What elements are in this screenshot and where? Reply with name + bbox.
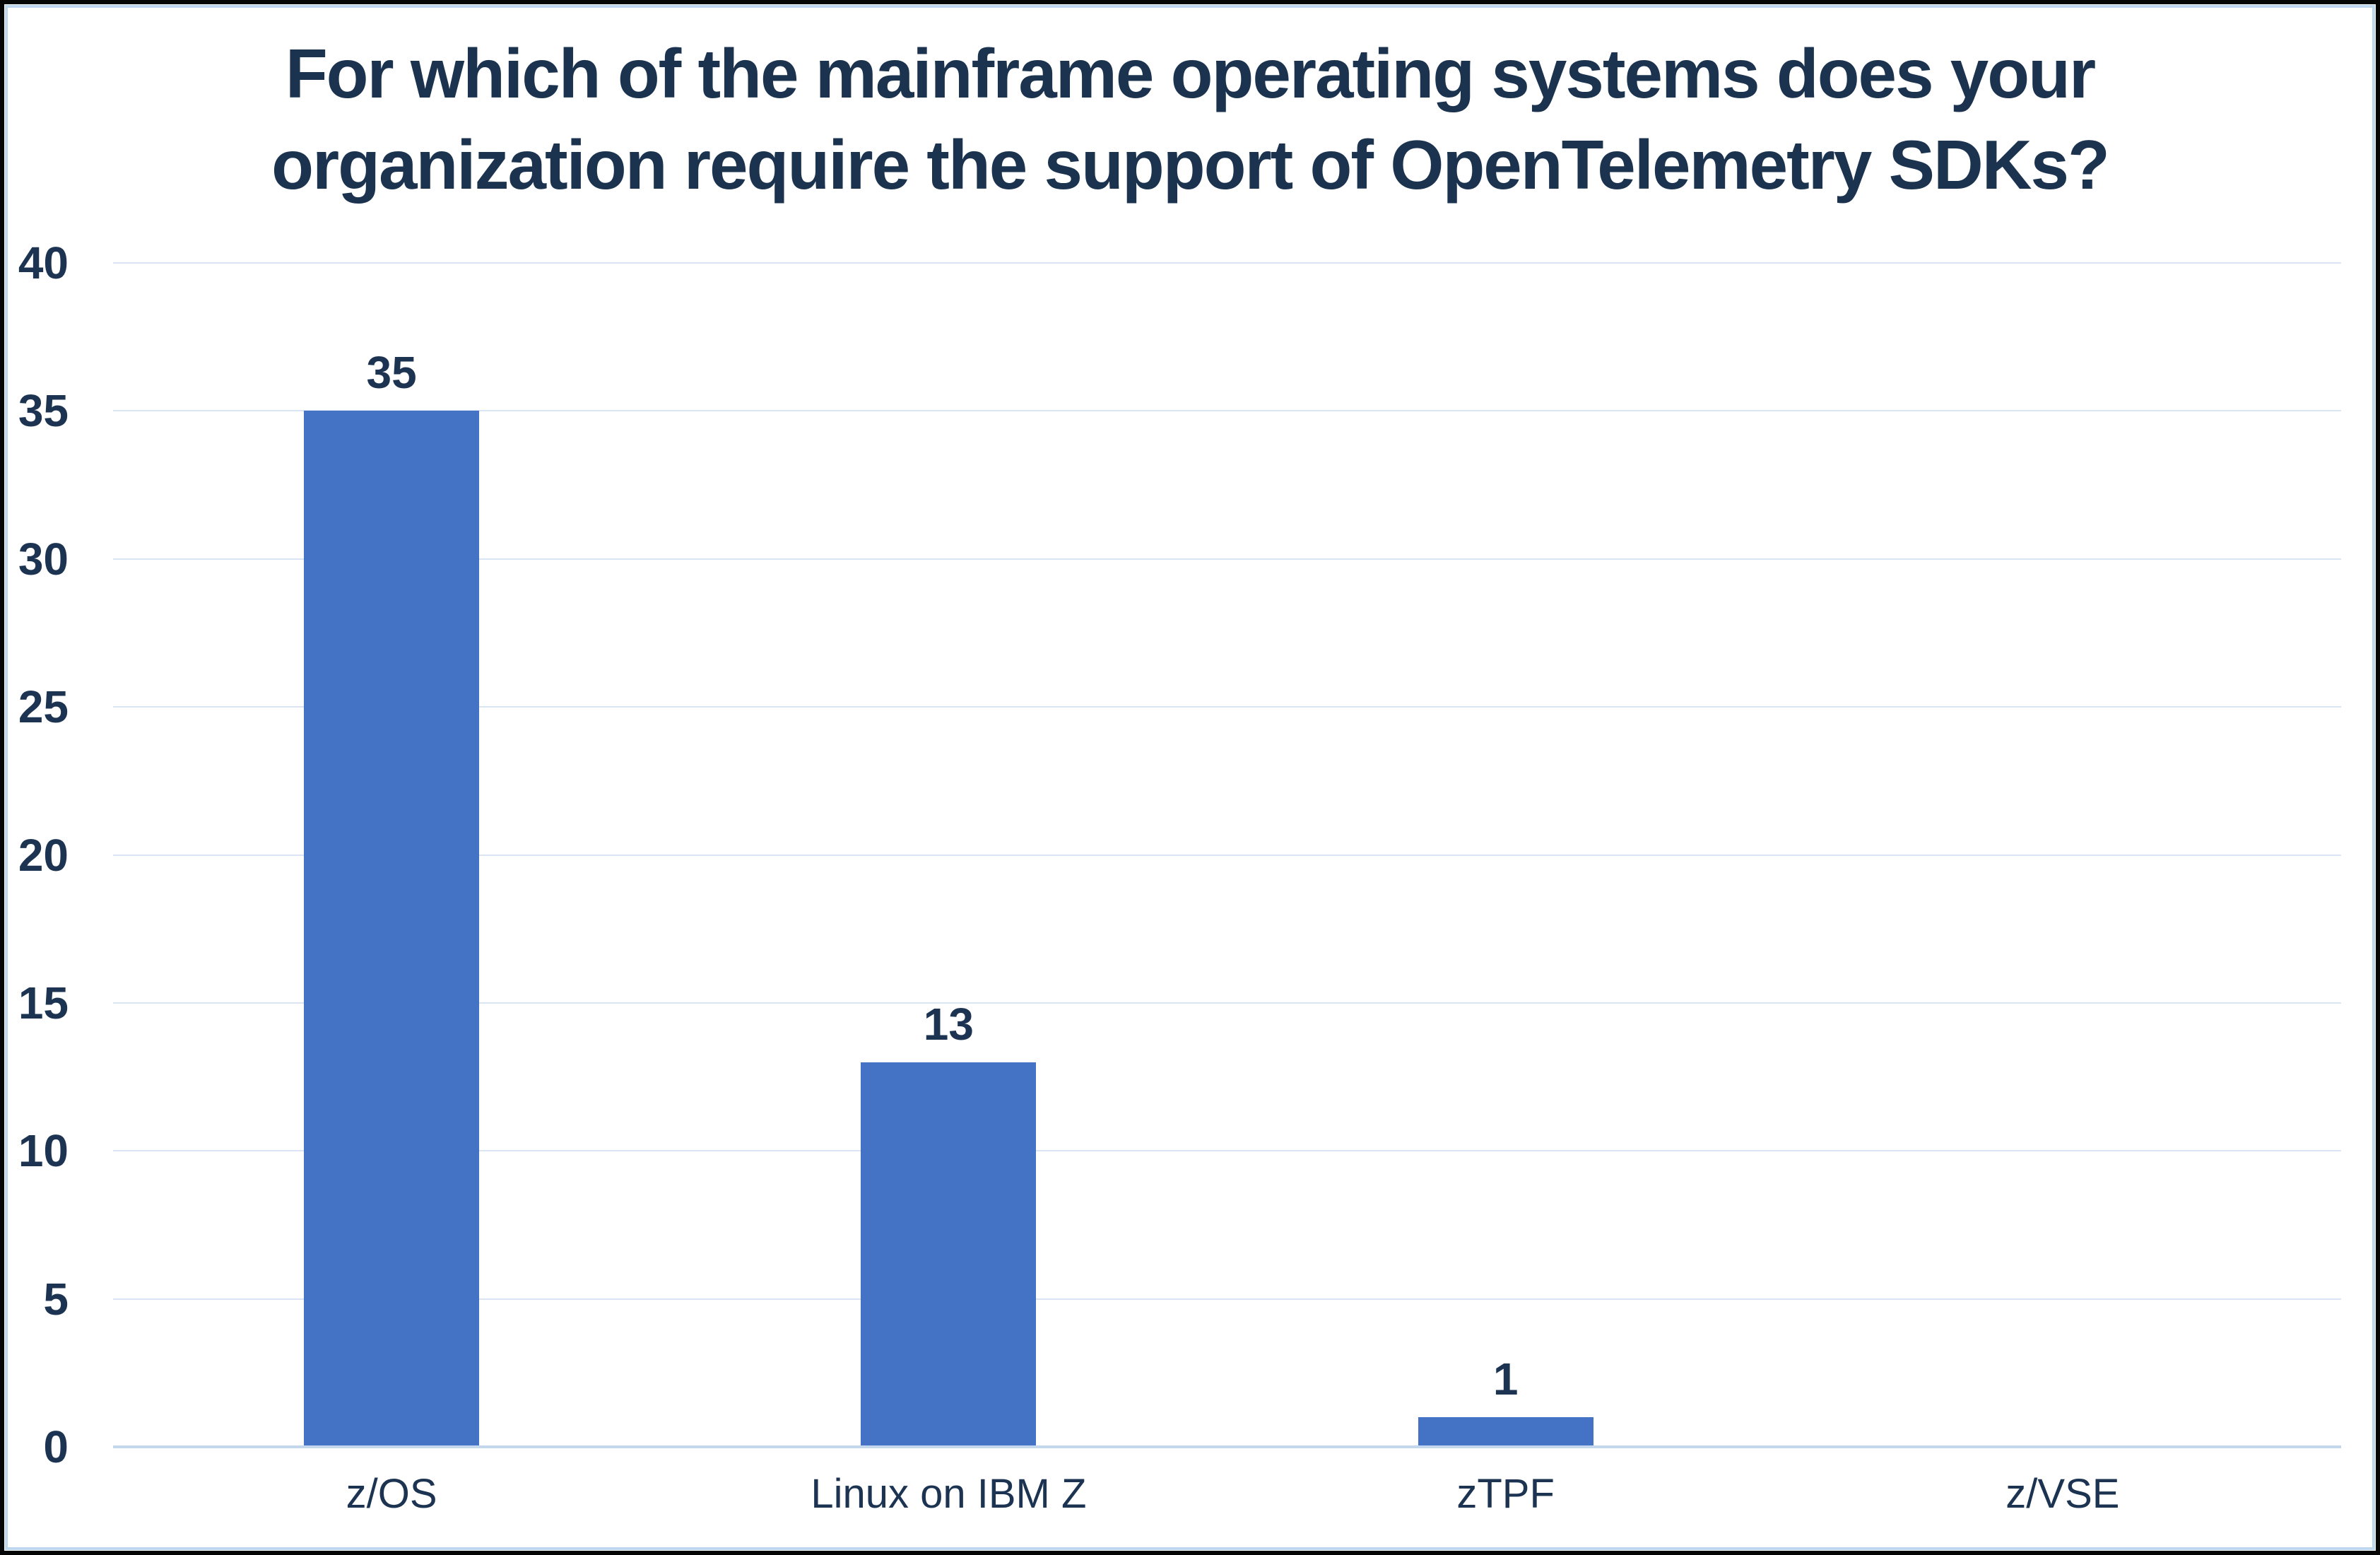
bar-value-label-z-os: 35: [366, 347, 417, 399]
x-axis-label-ztpf: zTPF: [1456, 1471, 1555, 1517]
chart-title: For which of the mainframe operating sys…: [0, 28, 2380, 211]
bar-value-label-ztpf: 1: [1492, 1354, 1519, 1405]
x-axis-label-z-vse: z/VSE: [2005, 1471, 2120, 1517]
gridline-30: [113, 558, 2341, 560]
x-axis-label-linux-on-ibm-z: Linux on IBM Z: [811, 1471, 1087, 1517]
chart-title-line-1: For which of the mainframe operating sys…: [285, 35, 2096, 112]
y-axis-tick-label-15: 15: [18, 977, 69, 1028]
gridline-25: [113, 706, 2341, 708]
gridline-15: [113, 1002, 2341, 1004]
bar-value-label-linux-on-ibm-z: 13: [923, 998, 974, 1050]
gridline-10: [113, 1150, 2341, 1152]
y-axis-tick-label-35: 35: [18, 385, 69, 437]
y-axis-tick-label-40: 40: [18, 237, 69, 288]
x-axis-baseline: [113, 1445, 2341, 1448]
y-axis-tick-label-20: 20: [18, 829, 69, 881]
gridline-40: [113, 262, 2341, 264]
y-axis-tick-label-30: 30: [18, 533, 69, 585]
y-axis-tick-label-25: 25: [18, 681, 69, 733]
y-axis-tick-label-5: 5: [43, 1273, 69, 1325]
y-axis-tick-label-0: 0: [43, 1421, 69, 1472]
bar-z-os: [304, 411, 480, 1447]
gridline-5: [113, 1298, 2341, 1300]
chart-title-line-2: organization require the support of Open…: [271, 126, 2110, 204]
x-axis-label-z-os: z/OS: [346, 1471, 437, 1517]
gridline-35: [113, 410, 2341, 412]
y-axis-tick-label-10: 10: [18, 1125, 69, 1177]
plot-area: [113, 262, 2341, 1448]
bar-ztpf: [1418, 1417, 1593, 1447]
bar-linux-on-ibm-z: [861, 1062, 1037, 1447]
gridline-20: [113, 854, 2341, 856]
